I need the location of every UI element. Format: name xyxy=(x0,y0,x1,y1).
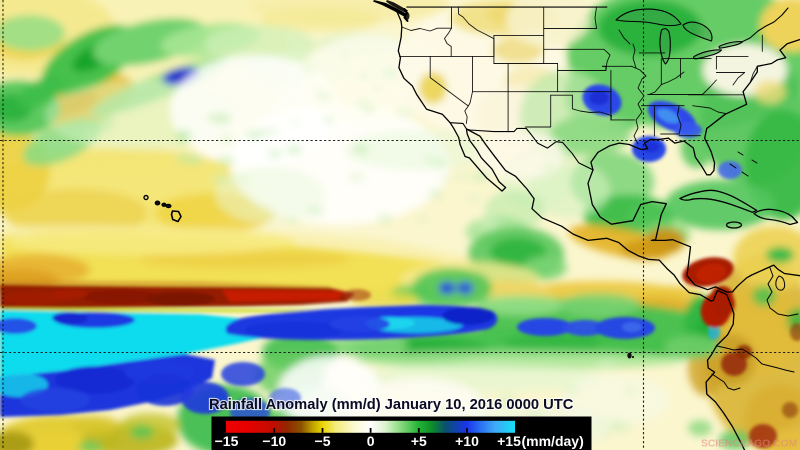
svg-text:+10: +10 xyxy=(455,433,479,449)
svg-text:SCIENCEAGO.COM: SCIENCEAGO.COM xyxy=(701,439,797,450)
svg-text:−10: −10 xyxy=(262,433,286,449)
svg-text:+5: +5 xyxy=(411,433,427,449)
svg-text:−15: −15 xyxy=(215,433,239,449)
svg-text:0: 0 xyxy=(367,433,375,449)
svg-text:(mm/day): (mm/day) xyxy=(522,433,584,449)
svg-text:−5: −5 xyxy=(315,433,331,449)
svg-text:+15: +15 xyxy=(497,433,521,449)
svg-text:Rainfall Anomaly (mm/d) Januar: Rainfall Anomaly (mm/d) January 10, 2016… xyxy=(209,397,574,413)
